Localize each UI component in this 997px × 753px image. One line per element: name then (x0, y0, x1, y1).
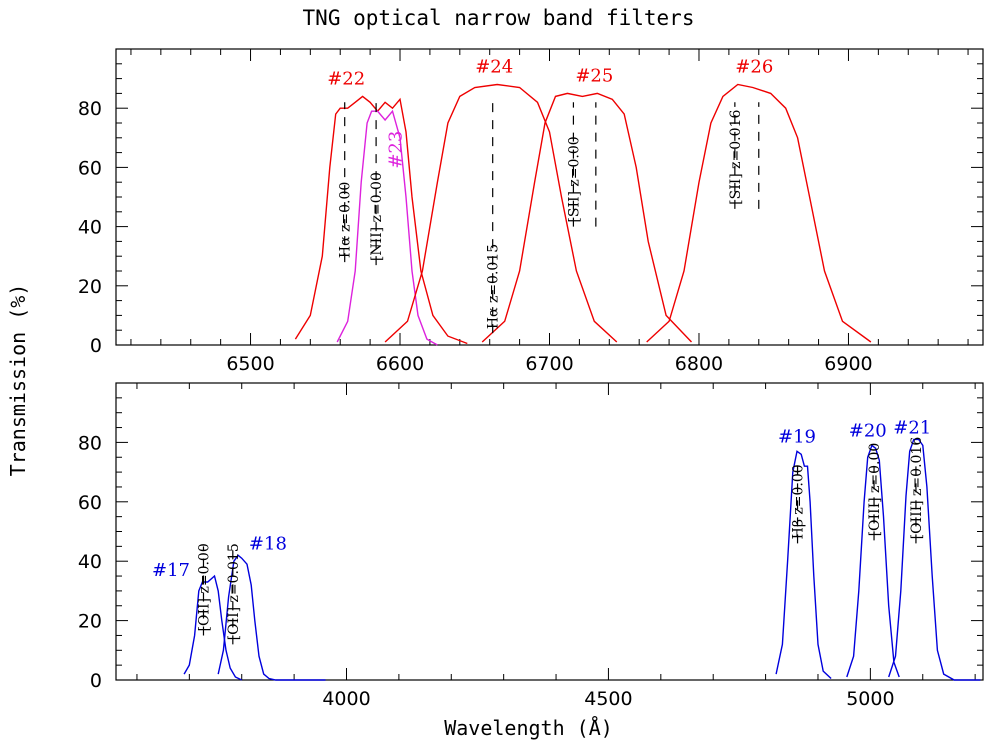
x-tick-label: 4000 (322, 688, 370, 710)
emission-line-label: Hα z=0.015 (486, 244, 502, 329)
x-tick-label: 6800 (675, 353, 723, 375)
chart-title: TNG optical narrow band filters (302, 6, 695, 30)
filter-curve-23 (336, 109, 438, 346)
top-panel-halpha-sii: 6500 6600 6700 6800 6900 0 20 40 60 80 Hα z=0.00 [N… (78, 48, 984, 375)
emission-line-label: [NII] z=0.00 (369, 172, 385, 261)
filter-label: #17 (152, 560, 190, 581)
emission-line-label: [OIII] z=0.00 (867, 443, 883, 537)
filter-curve-21 (888, 438, 981, 681)
x-tick-label: 6900 (824, 353, 872, 375)
filter-label: #22 (327, 69, 365, 90)
filter-curve-26 (646, 83, 872, 343)
filter-label: #23 (386, 131, 407, 169)
x-tick-label: 4500 (584, 688, 632, 710)
y-tick-label: 80 (78, 98, 102, 120)
y-tick-label: 60 (78, 492, 102, 514)
x-axis-label: Wavelength (Å) (444, 716, 613, 740)
filter-curve-24 (384, 83, 618, 343)
filter-label: #26 (735, 57, 773, 78)
filter-label: #21 (893, 417, 931, 438)
filter-label: #18 (249, 533, 287, 554)
filter-label: #20 (849, 420, 887, 441)
filter-label: #19 (778, 426, 816, 447)
y-tick-label: 20 (78, 276, 102, 298)
filter-curve-19 (775, 450, 832, 680)
emission-line-label: Hα z=0.00 (338, 182, 354, 258)
emission-line-label: Hβ z=0.00 (791, 464, 807, 539)
emission-line-label: [SII] z=0.016 (728, 110, 744, 205)
filter-label: #25 (575, 66, 613, 87)
plot-frame (115, 48, 984, 346)
emission-line-label: [SII] z=0.00 (566, 136, 582, 222)
filter-curve-18 (217, 554, 326, 681)
y-tick-label: 40 (78, 551, 102, 573)
filter-curve-20 (846, 444, 900, 678)
x-tick-label: 6500 (226, 353, 274, 375)
y-tick-label: 40 (78, 217, 102, 239)
x-tick-label: 6600 (376, 353, 424, 375)
filter-curve-25 (481, 92, 693, 343)
filter-curve-17 (183, 574, 243, 681)
filter-label: #24 (475, 57, 513, 78)
y-tick-label: 80 (78, 432, 102, 454)
x-tick-label: 6700 (525, 353, 573, 375)
y-tick-label: 60 (78, 157, 102, 179)
y-tick-label: 20 (78, 611, 102, 633)
y-tick-label: 0 (90, 335, 102, 357)
emission-line-label: [OII] z=0.015 (226, 543, 242, 640)
emission-line-label: [OII] z=0.00 (196, 543, 212, 631)
x-tick-label: 5000 (846, 688, 894, 710)
emission-line-label: [OIII] z=0.016 (909, 437, 925, 540)
bottom-panel-oii-hbeta-oiii: 4000 4500 5000 0 20 40 60 80 [OII] z=0.00 [OII] z… (78, 382, 984, 710)
y-tick-label: 0 (90, 670, 102, 692)
filter-curve-22 (294, 95, 468, 345)
